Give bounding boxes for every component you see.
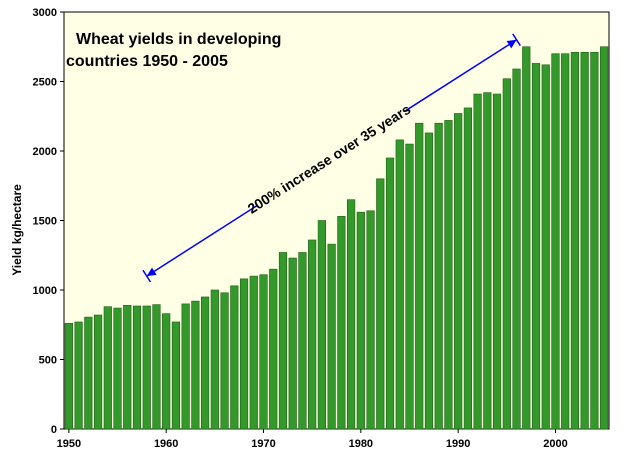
bar-2005 <box>600 46 609 430</box>
arrow-shaft-upper <box>405 39 517 112</box>
bar-1963 <box>191 300 200 430</box>
y-tick-label-2000: 2000 <box>33 146 57 158</box>
bar-1999 <box>541 64 550 430</box>
bar-1973 <box>288 257 297 430</box>
chart-title-line-1: Wheat yields in developing <box>76 31 281 48</box>
bar-1951 <box>74 321 83 430</box>
bar-1987 <box>424 132 434 430</box>
bar-1989 <box>444 120 453 430</box>
bar-1993 <box>483 92 492 430</box>
bar-1975 <box>308 239 317 430</box>
bar-1992 <box>473 93 482 430</box>
bar-1968 <box>239 278 249 430</box>
bar-1978 <box>337 216 346 430</box>
x-tick-label-1950: 1950 <box>57 438 81 450</box>
bar-1954 <box>103 306 112 430</box>
arrowhead-start <box>146 267 157 277</box>
bar-1972 <box>278 252 288 430</box>
arrow-shaft-lower <box>146 204 259 277</box>
bar-1967 <box>230 285 239 430</box>
bar-1974 <box>298 252 307 430</box>
bar-1957 <box>132 305 142 430</box>
x-tick-label-1980: 1980 <box>349 438 373 450</box>
arrowhead-start-bar <box>142 269 152 283</box>
bar-1991 <box>463 107 472 430</box>
bars <box>64 46 609 430</box>
bar-1994 <box>492 93 502 430</box>
bar-1985 <box>405 143 414 430</box>
x-axis: 1950 1960 1970 1980 1990 2000 <box>57 429 568 450</box>
bar-1971 <box>269 268 278 430</box>
bar-1970 <box>259 274 268 430</box>
bar-2003 <box>580 52 589 430</box>
bar-1962 <box>181 303 190 430</box>
bar-1976 <box>317 220 326 430</box>
bar-1955 <box>113 307 122 430</box>
bar-1986 <box>415 122 424 430</box>
arrowhead-end-bar <box>512 33 521 47</box>
bar-1961 <box>171 321 181 430</box>
y-tick-label-1500: 1500 <box>33 216 57 228</box>
x-tick-label-1960: 1960 <box>154 438 178 450</box>
bar-1982 <box>376 178 385 430</box>
bar-1958 <box>142 305 151 430</box>
bar-1990 <box>454 113 463 430</box>
bar-1964 <box>201 296 210 430</box>
x-tick-label-1970: 1970 <box>251 438 275 450</box>
bar-1983 <box>385 157 395 430</box>
bar-1988 <box>434 122 443 430</box>
bar-1996 <box>512 68 521 430</box>
bar-1960 <box>162 313 171 430</box>
bar-1984 <box>395 139 404 430</box>
y-axis-label: Yield kg/hectare <box>10 184 24 276</box>
bar-1950 <box>64 323 73 430</box>
increase-arrow <box>142 33 521 283</box>
bar-1953 <box>93 314 103 430</box>
bar-1959 <box>152 304 161 430</box>
y-tick-label-2500: 2500 <box>33 77 57 89</box>
bar-1969 <box>249 275 258 430</box>
bar-2000 <box>551 53 560 430</box>
bar-1952 <box>84 316 93 430</box>
bar-2001 <box>561 53 570 430</box>
bar-1979 <box>346 199 356 430</box>
bar-1997 <box>522 46 531 430</box>
x-tick-label-2000: 2000 <box>543 438 567 450</box>
bar-1995 <box>502 78 511 430</box>
y-axis: 0 500 1000 1500 2000 2500 3000 <box>33 7 64 436</box>
y-tick-label-3000: 3000 <box>33 7 57 19</box>
bar-1965 <box>210 289 219 430</box>
y-tick-label-0: 0 <box>51 424 57 436</box>
bar-2004 <box>590 52 599 430</box>
x-tick-label-1990: 1990 <box>446 438 470 450</box>
arrowhead-end <box>506 39 517 49</box>
bar-1998 <box>531 63 541 430</box>
bar-1956 <box>123 304 132 430</box>
bar-2002 <box>570 52 580 430</box>
y-tick-label-1000: 1000 <box>33 285 57 297</box>
bar-1981 <box>366 210 375 430</box>
bar-1977 <box>327 243 336 430</box>
bar-1980 <box>356 211 365 430</box>
bar-1966 <box>220 292 229 430</box>
chart-title-line-2: countries 1950 - 2005 <box>66 53 228 70</box>
y-tick-label-500: 500 <box>39 355 57 367</box>
